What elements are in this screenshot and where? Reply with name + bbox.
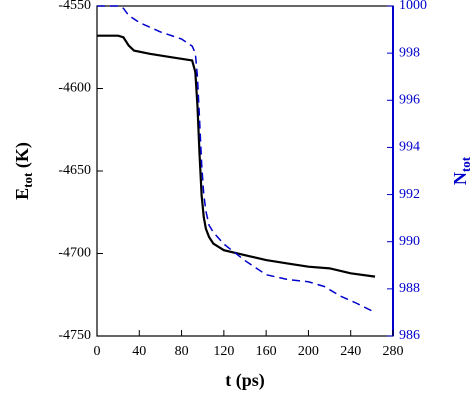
x-tick-label: 240: [340, 344, 361, 359]
x-axis-label: t (ps): [225, 370, 265, 391]
x-tick-label: 200: [298, 344, 319, 359]
y-label-unit: (K): [12, 142, 33, 173]
y2-tick-label: 986: [399, 328, 420, 343]
y2-tick-label: 1000: [399, 0, 427, 13]
x-tick-label: 80: [175, 344, 189, 359]
y2-tick-label: 998: [399, 45, 420, 60]
y2-tick-label: 992: [399, 187, 420, 202]
x-tick-label: 280: [383, 344, 404, 359]
plot-frame: [96, 5, 394, 337]
data-line: [97, 34, 376, 278]
x-tick-label: 160: [256, 344, 277, 359]
y2-axis-label: Ntot: [450, 156, 473, 185]
y-tick-label: -4600: [58, 81, 91, 96]
x-tick-label: 120: [213, 344, 234, 359]
x-tick-label: 0: [94, 344, 101, 359]
y-tick-label: -4700: [58, 246, 91, 261]
y2-label-main: N: [450, 172, 470, 185]
y-tick-label: -4650: [58, 163, 91, 178]
data-line: [97, 5, 376, 314]
y-label-main: E: [12, 188, 32, 200]
y-tick-label: -4550: [58, 0, 91, 13]
y-label-sub: tot: [20, 172, 35, 188]
y2-tick-label: 988: [399, 281, 420, 296]
y2-tick-label: 990: [399, 234, 420, 249]
y2-tick-label: 996: [399, 93, 420, 108]
y-tick-label: -4750: [58, 328, 91, 343]
x-tick-label: 40: [132, 344, 146, 359]
y-axis-label: Etot (K): [12, 142, 35, 200]
y2-label-sub: tot: [458, 156, 473, 172]
y2-tick-label: 994: [399, 140, 420, 155]
